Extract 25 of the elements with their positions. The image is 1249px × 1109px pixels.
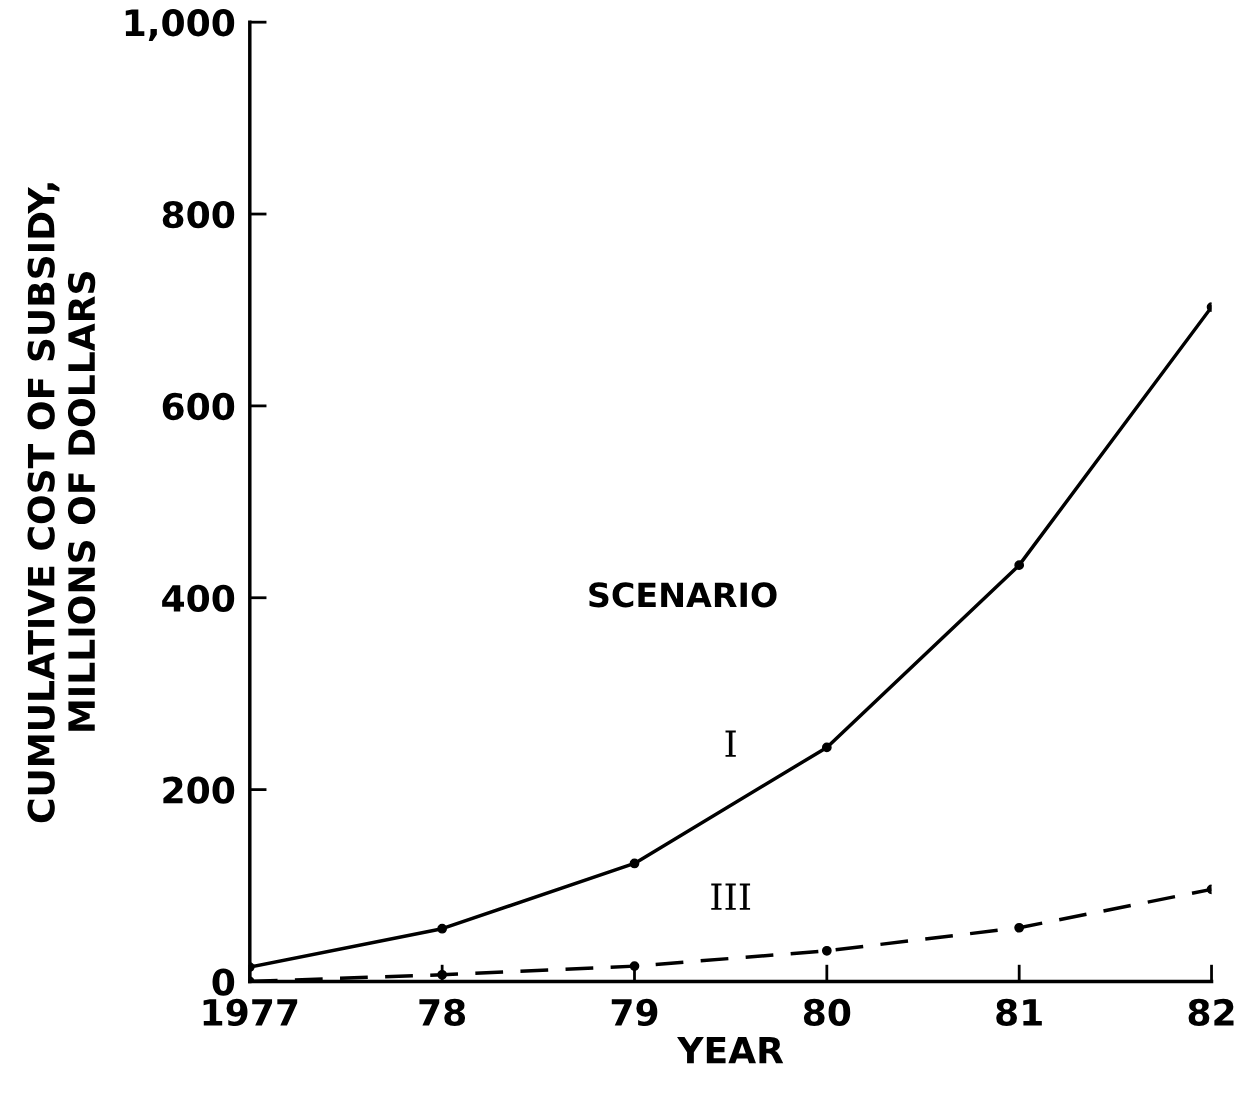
- point: [821, 742, 832, 753]
- point: [629, 858, 640, 869]
- point: [437, 969, 448, 980]
- x-tick-label: 1977: [203, 998, 298, 1027]
- annotation: SCENARIO: [589, 582, 777, 608]
- x-tick-label: 81: [996, 998, 1042, 1027]
- series-label: III: [711, 883, 751, 910]
- x-tick-label: 79: [611, 998, 658, 1027]
- x-tick-label: 78: [419, 998, 466, 1027]
- y-tick-label: 200: [163, 776, 235, 804]
- y-tick-label: 0: [212, 968, 235, 996]
- y-tick-label: 800: [162, 200, 235, 229]
- y-tick-label: 400: [162, 584, 235, 612]
- x-tick-label: 80: [803, 998, 851, 1027]
- point: [1014, 922, 1025, 933]
- point: [1014, 560, 1025, 570]
- x-tick-label: 82: [1188, 998, 1234, 1027]
- y-axis-title: CUMULATIVE COST OF SUBSIDY, MILLIONS OF DOLLARS: [27, 183, 96, 823]
- y-tick-label: 600: [162, 392, 235, 421]
- point: [821, 945, 832, 956]
- y-tick-label: 1,000: [125, 9, 235, 42]
- x-axis-title: YEAR: [677, 1036, 784, 1064]
- series-label: I: [725, 730, 736, 757]
- point: [629, 961, 640, 971]
- point: [437, 923, 448, 934]
